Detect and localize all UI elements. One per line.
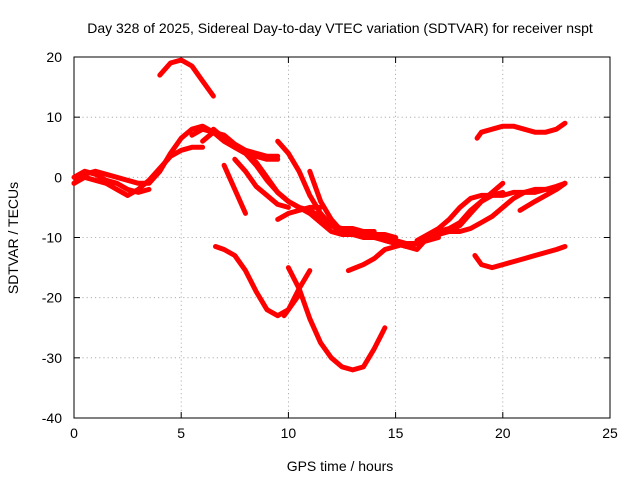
y-tick-label: -30	[42, 350, 62, 366]
series-line-arc-3	[71, 174, 131, 198]
series-line-arc-15	[281, 268, 313, 319]
axis-ticks: 0 5 10 15 20 25 -40 -30 -20 -10 0 10 20	[42, 49, 618, 441]
x-tick-label: 20	[495, 425, 511, 441]
y-tick-label: 0	[54, 169, 62, 185]
y-tick-label: 10	[46, 109, 62, 125]
series-line-arc-23	[472, 244, 568, 271]
series-line-arc-11	[275, 204, 324, 222]
series-line-arc-24	[474, 120, 568, 141]
x-axis-label: GPS time / hours	[287, 458, 394, 474]
x-tick-label: 0	[70, 425, 78, 441]
series-line-arc-22	[517, 180, 568, 213]
x-tick-label: 5	[177, 425, 185, 441]
series-line-arc-14	[213, 244, 302, 319]
series-line-arc-4	[125, 144, 206, 198]
series-line-arc-21	[446, 180, 506, 234]
series-line-arc-5	[157, 57, 216, 99]
y-tick-label: -20	[42, 290, 62, 306]
x-tick-label: 15	[388, 425, 404, 441]
x-tick-label: 10	[281, 425, 297, 441]
x-tick-label: 25	[602, 425, 618, 441]
series-line-arc-17	[345, 241, 409, 274]
series-line-arc-13	[307, 168, 377, 234]
series-line-arc-9	[232, 156, 291, 210]
grid	[74, 57, 610, 418]
y-tick-label: -10	[42, 230, 62, 246]
data-series	[71, 57, 568, 373]
y-tick-label: -40	[42, 410, 62, 426]
y-axis-label: SDTVAR / TECUs	[5, 182, 21, 294]
series-line-arc-8	[210, 126, 441, 249]
series-line-arc-10	[221, 162, 248, 216]
y-tick-label: 20	[46, 49, 62, 65]
chart-title: Day 328 of 2025, Sidereal Day-to-day VTE…	[87, 20, 593, 36]
series-line-arc-16	[285, 265, 388, 373]
